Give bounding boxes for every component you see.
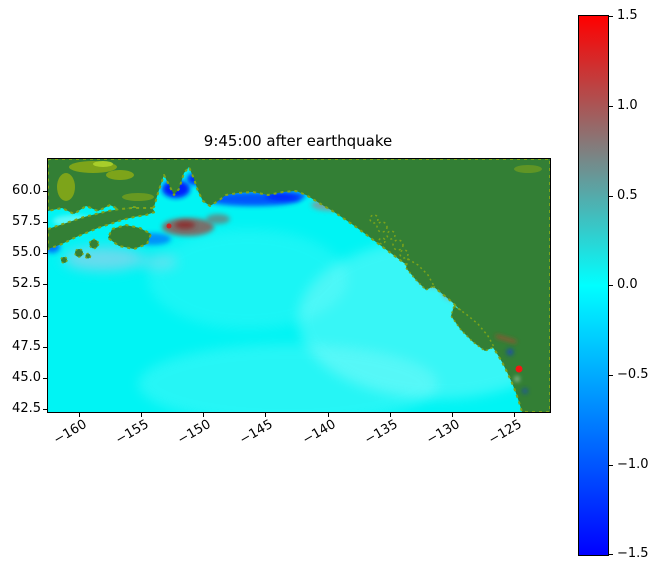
x-tick-label: −135 [362, 417, 401, 448]
y-tick-mark [43, 222, 47, 223]
x-tick-label: −125 [486, 417, 525, 448]
x-tick-label: −130 [424, 417, 463, 448]
aleutian-islet [74, 248, 84, 258]
x-tick-mark [390, 413, 391, 417]
x-tick-mark [79, 413, 80, 417]
land-layer [48, 159, 550, 412]
y-tick-mark [43, 284, 47, 285]
archipelago-islet [369, 214, 379, 224]
colorbar-tick-mark [609, 16, 613, 17]
oregon-red-spot [515, 365, 523, 373]
x-tick-mark [265, 413, 266, 417]
x-tick-mark [514, 413, 515, 417]
y-tick-label: 57.5 [12, 214, 41, 229]
y-tick-mark [43, 253, 47, 254]
y-tick-mark [43, 409, 47, 410]
y-tick-label: 42.5 [12, 401, 41, 416]
archipelago-islet [399, 249, 409, 259]
aleutian-islet [88, 238, 100, 250]
colorbar-tick-label: −1.5 [617, 546, 649, 561]
x-tick-label: −145 [237, 417, 276, 448]
x-tick-label: −150 [175, 417, 214, 448]
coastal-hotspot-layer [495, 335, 528, 394]
plot-title: 9:45:00 after earthquake [203, 132, 393, 150]
tsunami-heatmap-svg [48, 159, 550, 412]
archipelago-islet [392, 239, 404, 251]
colorbar-tick-mark [609, 196, 613, 197]
y-tick-label: 55.0 [12, 245, 41, 260]
colorbar-tick-label: −0.5 [617, 367, 649, 382]
haida-gwaii [405, 258, 435, 291]
x-tick-label: −160 [51, 417, 90, 448]
vancouver-island [450, 305, 495, 352]
archipelago-islet [378, 237, 386, 245]
x-tick-mark [141, 413, 142, 417]
archipelago-islet [386, 230, 396, 240]
y-tick-mark [43, 316, 47, 317]
y-tick-mark [43, 347, 47, 348]
y-tick-label: 60.0 [12, 183, 41, 198]
y-tick-label: 47.5 [12, 339, 41, 354]
colorbar-tick-label: 0.0 [617, 277, 638, 292]
x-tick-mark [328, 413, 329, 417]
colorbar-tick-label: 0.5 [617, 188, 638, 203]
colorbar-tick-label: 1.0 [617, 98, 638, 113]
colorbar: 1.5 1.0 0.5 0.0 −0.5 −1.0 −1.5 [578, 8, 649, 561]
colorbar-tick-label: −1.0 [617, 457, 649, 472]
aleutian-islet [60, 256, 68, 264]
x-tick-mark [452, 413, 453, 417]
colorbar-tick-mark [609, 375, 613, 376]
archipelago-islet [376, 221, 388, 233]
alaska-peninsula [48, 207, 156, 250]
x-tick-label: −140 [300, 417, 339, 448]
colorbar-tick-mark [609, 285, 613, 286]
y-tick-label: 45.0 [12, 370, 41, 385]
map-axes: −160 −155 −150 −145 −140 −135 −130 −125 … [12, 158, 551, 448]
colorbar-tick-mark [609, 554, 613, 555]
y-tick-mark [43, 191, 47, 192]
x-tick-mark [203, 413, 204, 417]
terrain-speckle-layer [57, 161, 542, 201]
colorbar-tick-mark [609, 465, 613, 466]
colorbar-tick-mark [609, 106, 613, 107]
colorbar-tick-label: 1.5 [617, 8, 638, 23]
aleutian-islet [84, 252, 92, 260]
y-tick-label: 52.5 [12, 276, 41, 291]
x-tick-label: −155 [113, 417, 152, 448]
y-tick-label: 50.0 [12, 308, 41, 323]
kodiak-island [107, 224, 152, 250]
y-tick-mark [43, 378, 47, 379]
